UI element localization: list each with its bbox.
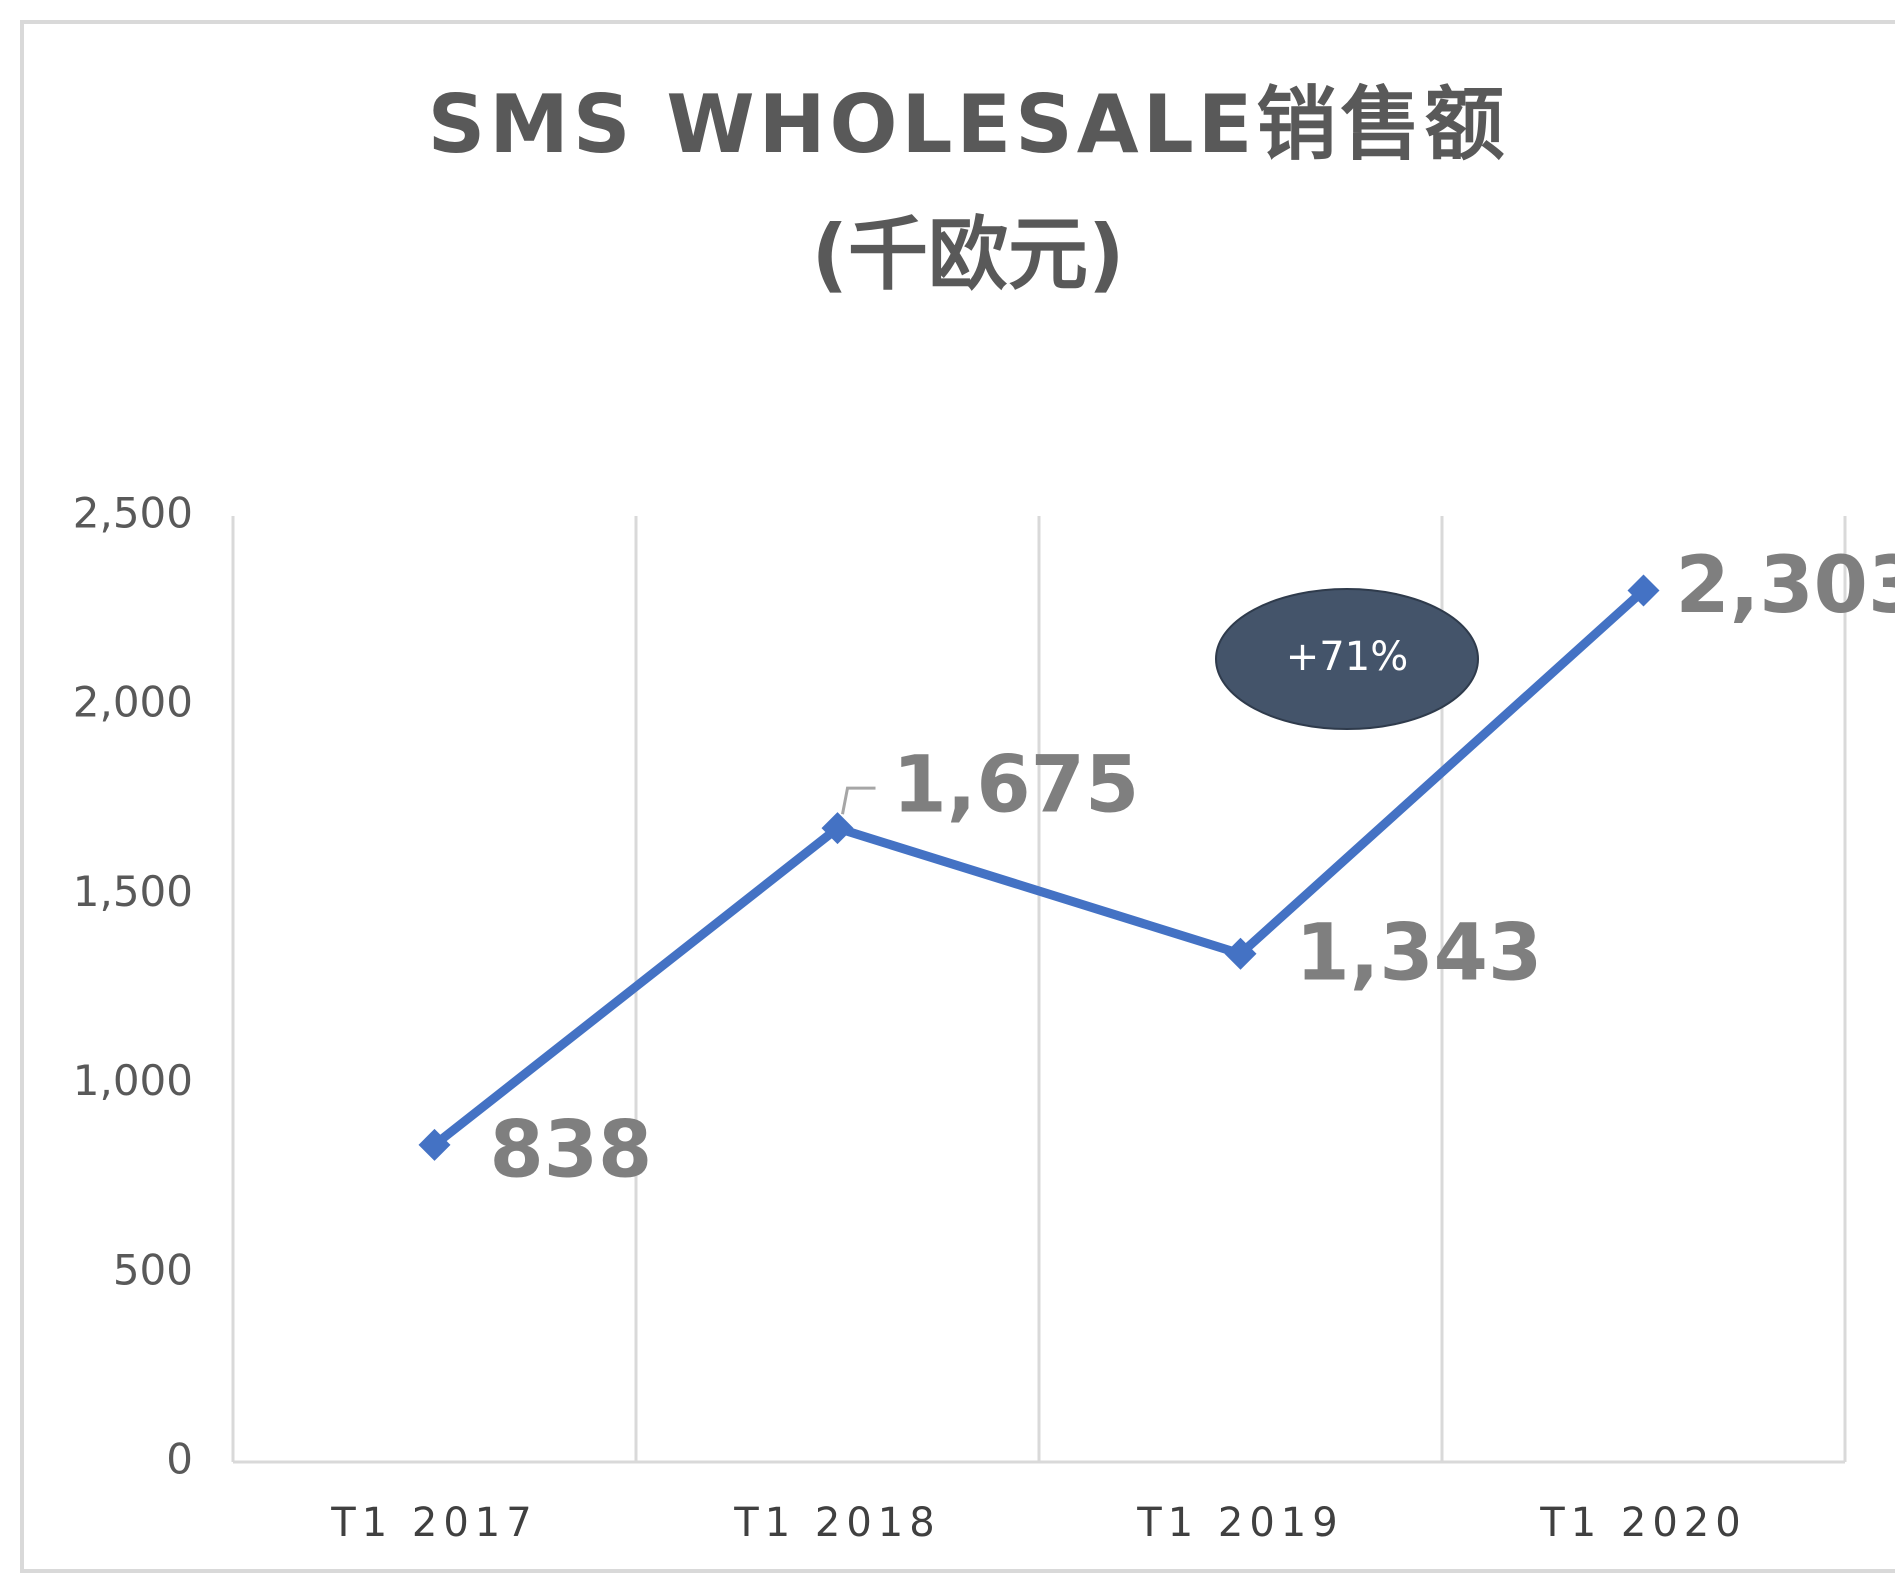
marker — [1224, 937, 1257, 970]
chart-frame — [20, 20, 1895, 1573]
data-label: 838 — [490, 1105, 653, 1195]
x-tick-label: T1 2017 — [330, 1500, 537, 1546]
annotation: +71% — [1286, 634, 1408, 680]
chart-title: SMS WHOLESALE销售额 — [428, 78, 1509, 171]
x-tick-label: T1 2019 — [1136, 1500, 1343, 1546]
marker — [1627, 574, 1660, 607]
y-tick-label: 1,000 — [73, 1056, 193, 1105]
data-label: 2,303 — [1676, 541, 1895, 631]
data-label: 1,675 — [893, 741, 1140, 831]
y-tick-label: 500 — [113, 1245, 193, 1294]
leader-line — [841, 786, 876, 815]
y-tick-label: 0 — [166, 1435, 193, 1484]
line — [431, 587, 1647, 1149]
marker — [821, 812, 854, 845]
x-tick-label: T1 2020 — [1539, 1500, 1746, 1546]
y-tick-label: 2,500 — [73, 489, 193, 538]
marker — [418, 1128, 451, 1161]
x-tick-label: T1 2018 — [733, 1500, 940, 1546]
y-tick-label: 2,000 — [73, 678, 193, 727]
y-tick-label: 1,500 — [73, 867, 193, 916]
chart-subtitle: (千欧元) — [811, 208, 1124, 301]
data-label: 1,343 — [1296, 908, 1543, 998]
annotation-bubble — [1215, 588, 1479, 730]
